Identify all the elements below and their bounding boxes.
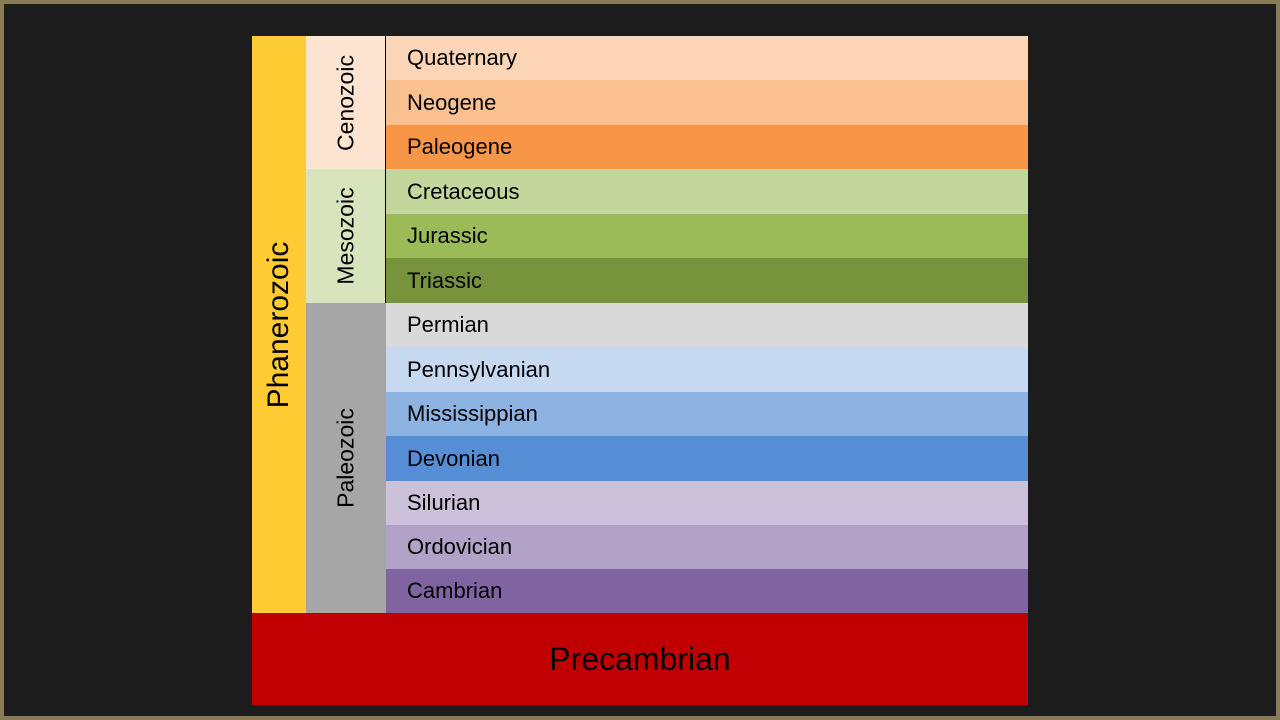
period-cambrian: Cambrian xyxy=(386,569,1028,613)
period-permian: Permian xyxy=(386,303,1028,347)
era-cenozoic-label: Cenozoic xyxy=(332,54,359,151)
era-cenozoic: Cenozoic xyxy=(306,36,386,169)
slide-background: Phanerozoic Cenozoic Mesozoic Paleozoic … xyxy=(4,4,1276,716)
geologic-time-scale: Phanerozoic Cenozoic Mesozoic Paleozoic … xyxy=(252,36,1028,705)
era-paleozoic: Paleozoic xyxy=(306,303,386,613)
period-ordovician: Ordovician xyxy=(386,525,1028,569)
eon-precambrian: Precambrian xyxy=(252,613,1028,705)
eon-phanerozoic: Phanerozoic xyxy=(252,36,306,613)
period-jurassic: Jurassic xyxy=(386,214,1028,258)
period-triassic: Triassic xyxy=(386,258,1028,303)
period-silurian: Silurian xyxy=(386,481,1028,525)
period-mississippian: Mississippian xyxy=(386,392,1028,436)
era-mesozoic: Mesozoic xyxy=(306,169,386,303)
period-devonian: Devonian xyxy=(386,436,1028,481)
period-cretaceous: Cretaceous xyxy=(386,169,1028,214)
era-mesozoic-label: Mesozoic xyxy=(332,187,359,285)
eon-phanerozoic-label: Phanerozoic xyxy=(262,241,295,408)
period-paleogene: Paleogene xyxy=(386,125,1028,169)
period-quaternary: Quaternary xyxy=(386,36,1028,80)
cenozoic-mesozoic-divider-line xyxy=(385,36,386,303)
period-pennsylvanian: Pennsylvanian xyxy=(386,347,1028,392)
era-paleozoic-label: Paleozoic xyxy=(332,408,359,508)
period-neogene: Neogene xyxy=(386,80,1028,125)
